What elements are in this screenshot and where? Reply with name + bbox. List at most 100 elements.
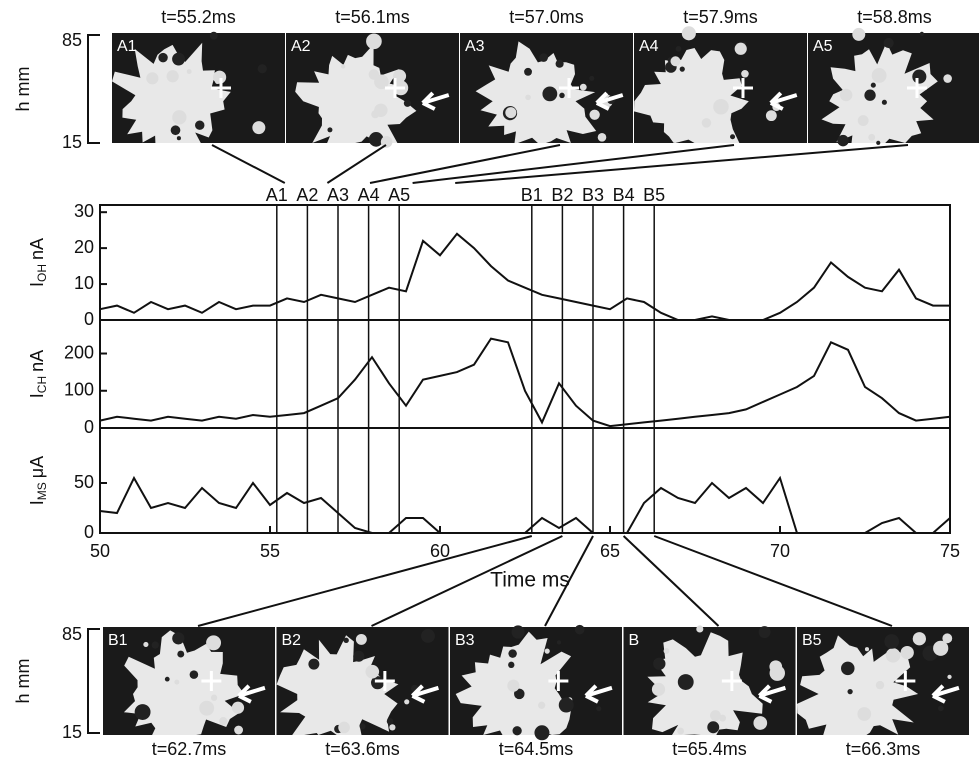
y-label-main: I (27, 282, 47, 287)
y-tick-label: 0 (84, 522, 94, 542)
connector (412, 144, 735, 184)
flame-speck (404, 699, 410, 705)
panel-label: A2 (291, 38, 311, 55)
image-tick-label: 85 (62, 624, 82, 644)
flame-speck (134, 704, 151, 720)
panel-time: t=58.8ms (857, 7, 932, 27)
marker-label: A5 (388, 185, 410, 205)
flame-speck (651, 682, 666, 696)
panel-time: t=57.9ms (683, 7, 758, 27)
flame-speck (524, 67, 532, 76)
flame-speck (371, 676, 385, 690)
arrow (758, 684, 787, 704)
flame-region (112, 42, 231, 143)
plot-frame (99, 204, 951, 534)
y-tick-label: 50 (74, 472, 94, 492)
y-tick-label: 200 (64, 342, 94, 362)
connector (197, 535, 533, 627)
marker-label: B1 (521, 185, 543, 205)
y-label-unit: μA (27, 456, 47, 478)
flame-speck (876, 140, 881, 145)
flame-speck (374, 74, 389, 90)
panel-label: A5 (813, 38, 833, 55)
flame-speck (681, 26, 696, 41)
panel-time: t=57.0ms (509, 7, 584, 27)
flame-speck (670, 56, 681, 67)
flame-speck (403, 99, 412, 107)
panel-label: A3 (465, 38, 485, 55)
y-tick-label: 10 (74, 273, 94, 293)
flame-speck (143, 641, 149, 648)
flame-speck (176, 136, 181, 141)
flame-speck (166, 70, 179, 83)
cross-marker (732, 78, 753, 98)
panel-label: B5 (802, 632, 822, 649)
marker-label: B4 (613, 185, 635, 205)
x-tick-label: 70 (770, 541, 790, 561)
flame-speck (172, 110, 187, 125)
flame-speck (574, 624, 585, 635)
image-tick-label: 15 (62, 722, 82, 742)
image-panel: A4 t=57.9ms (634, 7, 807, 143)
flame-speck (596, 706, 602, 712)
flame-speck (559, 92, 565, 99)
flame-region (634, 48, 749, 143)
flame-speck (338, 721, 350, 734)
y-label-main: I (27, 393, 47, 398)
image-axis-label: h mm (13, 67, 33, 112)
flame-speck (534, 725, 550, 741)
flame-speck (538, 701, 546, 709)
flame-speck (852, 27, 866, 41)
flame-speck (340, 64, 346, 69)
flame-region (123, 630, 245, 735)
connector (369, 144, 561, 184)
x-tick-label: 60 (430, 541, 450, 561)
image-axis-bracket (87, 628, 100, 734)
flame-speck (938, 705, 944, 712)
flame-speck (164, 676, 170, 682)
image-panel: A5 t=58.8ms (808, 7, 979, 147)
x-tick-label: 50 (90, 541, 110, 561)
connector (326, 144, 387, 184)
arrow (584, 684, 613, 704)
cross-marker (548, 671, 569, 691)
y-tick-label: 0 (84, 309, 94, 329)
flame-speck (308, 658, 320, 670)
connector (455, 144, 909, 184)
panel-time: t=65.4ms (672, 739, 747, 759)
flame-speck (174, 679, 180, 685)
flame-speck (942, 633, 953, 644)
panel-time: t=55.2ms (161, 7, 236, 27)
y-tick-label: 100 (64, 380, 94, 400)
panel-time: t=64.5ms (499, 739, 574, 759)
y-axis-label: IMS μA (27, 456, 49, 505)
image-panel: A1 t=55.2ms (112, 7, 285, 143)
flame-speck (653, 657, 666, 670)
flame-speck (663, 648, 670, 654)
flame-speck (943, 74, 952, 83)
flame-speck (883, 37, 894, 49)
y-tick-label: 30 (74, 201, 94, 221)
flame-speck (753, 716, 768, 730)
cross-marker (374, 671, 395, 691)
flame-speck (555, 59, 564, 68)
flame-speck (206, 635, 222, 651)
panel-label: B (629, 632, 640, 649)
arrow (411, 684, 440, 704)
flame-speck (186, 69, 192, 74)
connector (211, 144, 286, 184)
flame-speck (597, 132, 607, 142)
flame-speck (542, 86, 558, 102)
flame-speck (875, 680, 885, 690)
panel-time: t=62.7ms (152, 739, 227, 759)
flame-speck (912, 632, 926, 646)
cross-marker (384, 78, 405, 98)
flame-speck (507, 679, 520, 692)
trace (99, 475, 951, 534)
flame-speck (912, 69, 927, 84)
arrow (421, 91, 450, 111)
flame-speck (257, 64, 267, 74)
flame-speck (710, 710, 721, 721)
flame-speck (701, 118, 712, 128)
flame-speck (353, 650, 365, 662)
